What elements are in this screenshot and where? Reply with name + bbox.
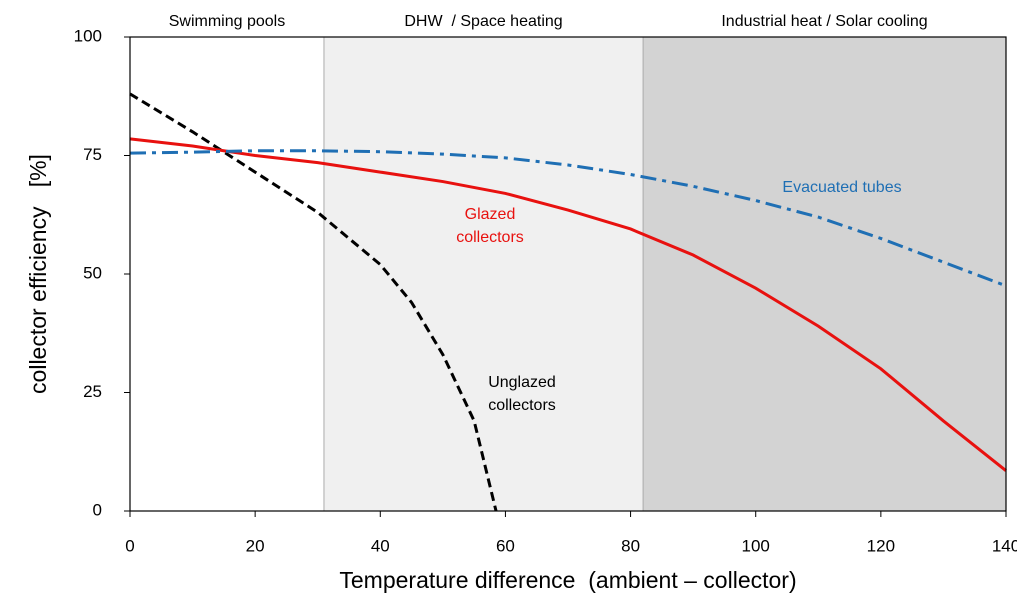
y-axis-label: collector efficiency [%] [25, 154, 51, 394]
annotation: Unglazed [488, 374, 556, 391]
annotation: Evacuated tubes [782, 179, 901, 196]
x-tick-label: 20 [246, 536, 265, 555]
region-band [130, 37, 324, 511]
x-tick-label: 80 [621, 536, 640, 555]
region-band [323, 37, 644, 511]
annotation: Glazed [465, 206, 516, 223]
y-tick-label: 75 [83, 145, 102, 164]
plot-frame [129, 36, 1007, 512]
y-tick-label: 0 [93, 500, 102, 519]
x-tick-label: 0 [125, 536, 134, 555]
x-axis-label: Temperature difference (ambient – collec… [339, 567, 796, 593]
x-tick-label: 100 [742, 536, 770, 555]
series-line [129, 137, 1007, 472]
y-tick-label: 50 [83, 263, 102, 282]
region-label: Swimming pools [169, 13, 285, 30]
annotation: collectors [488, 397, 556, 414]
x-tick-label: 140 [992, 536, 1017, 555]
series-line [129, 92, 498, 512]
region-label: DHW / Space heating [404, 13, 562, 30]
region-band [643, 37, 1006, 511]
x-tick-label: 60 [496, 536, 515, 555]
x-tick-label: 120 [867, 536, 895, 555]
y-tick-label: 100 [74, 26, 102, 45]
x-tick-label: 40 [371, 536, 390, 555]
annotation: collectors [456, 229, 524, 246]
series-line [129, 149, 1007, 288]
region-label: Industrial heat / Solar cooling [721, 13, 927, 30]
y-tick-label: 25 [83, 382, 102, 401]
